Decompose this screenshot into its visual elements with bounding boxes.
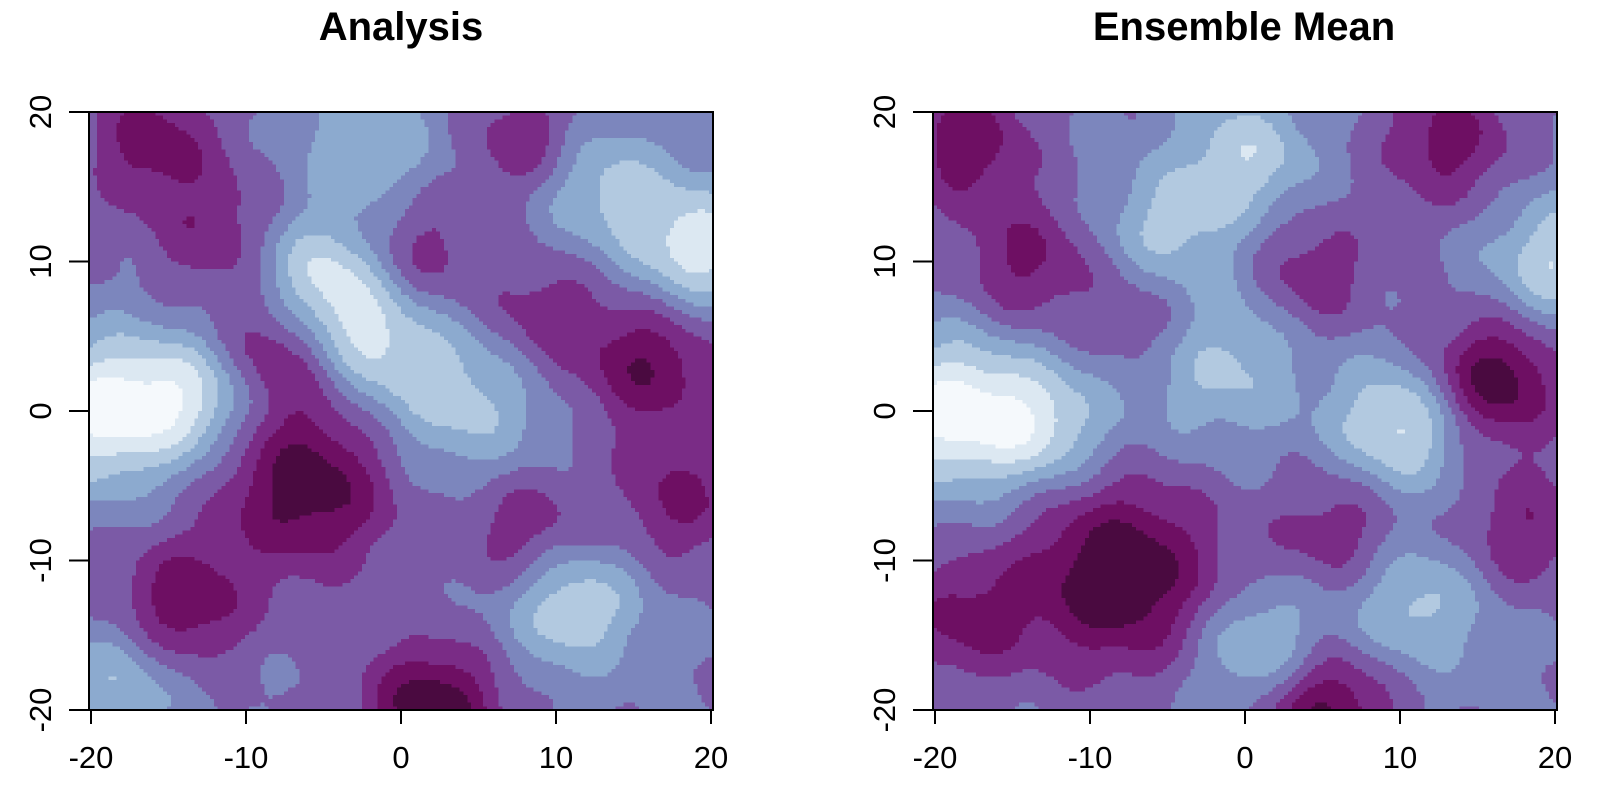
x-tick-label: 10	[539, 740, 573, 775]
x-tick-label: 10	[1383, 740, 1417, 775]
x-tick-label: 0	[392, 740, 409, 775]
y-tick-label: 0	[23, 402, 58, 419]
y-tick-label: 10	[867, 244, 902, 278]
x-tick-label: 20	[694, 740, 728, 775]
y-tick-label: 10	[23, 244, 58, 278]
x-axis: -20 -10 0 10 20	[69, 710, 728, 775]
x-tick-label: 0	[1236, 740, 1253, 775]
x-tick-label: -20	[69, 740, 114, 775]
y-tick-label: 20	[23, 95, 58, 129]
x-tick-label: -10	[1068, 740, 1113, 775]
y-tick-label: 0	[867, 402, 902, 419]
x-tick-label: 20	[1538, 740, 1572, 775]
y-tick-label: -10	[23, 538, 58, 583]
y-tick-label: -20	[867, 688, 902, 733]
x-axis: -20 -10 0 10 20	[913, 710, 1572, 775]
heatmap-image	[89, 112, 713, 710]
heatmap-image	[933, 112, 1557, 710]
y-tick-label: -10	[867, 538, 902, 583]
chart-title: Ensemble Mean	[1093, 5, 1395, 49]
y-tick-label: 20	[867, 95, 902, 129]
panel-ensemble-mean: Ensemble Mean -20 -10 0 10 20 -20 -10 0 10 20	[867, 5, 1572, 775]
chart-title: Analysis	[319, 5, 484, 49]
x-tick-label: -10	[224, 740, 269, 775]
x-tick-label: -20	[913, 740, 958, 775]
panel-analysis: Analysis -20 -10 0 10 20 -20 -10 0 10 20	[23, 5, 728, 775]
y-axis: -20 -10 0 10 20	[867, 95, 933, 733]
y-tick-label: -20	[23, 688, 58, 733]
y-axis: -20 -10 0 10 20	[23, 95, 89, 733]
